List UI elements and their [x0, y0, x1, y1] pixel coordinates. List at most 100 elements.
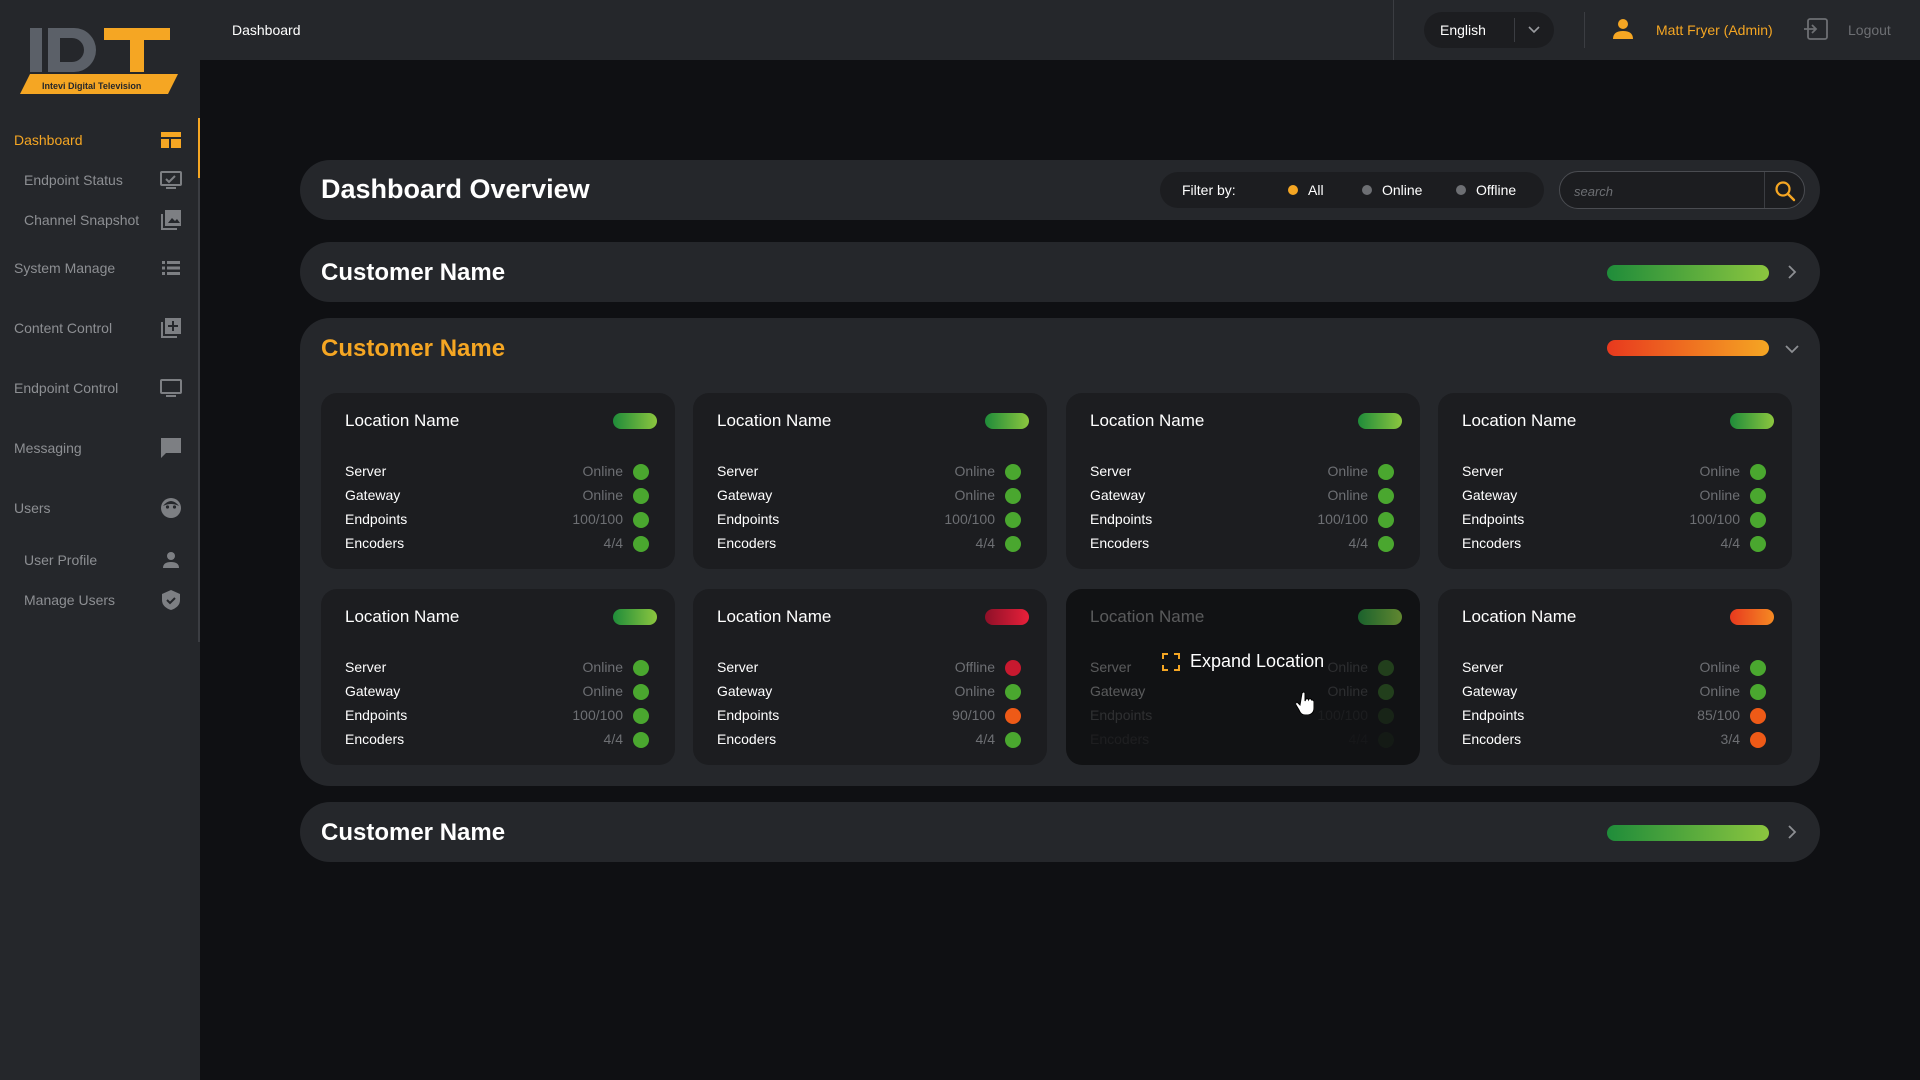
- status-dot: [1378, 660, 1394, 676]
- sidebar-item-users[interactable]: Users: [0, 490, 200, 526]
- location-status-pill: [1730, 413, 1774, 429]
- face-icon: [160, 497, 182, 519]
- location-name: Location Name: [1090, 411, 1205, 430]
- sidebar-item-endpoint-control[interactable]: Endpoint Control: [0, 370, 200, 406]
- location-status-pill: [1730, 609, 1774, 625]
- location-card-hovered[interactable]: Location Name Server Online Gateway Online…: [1066, 589, 1420, 765]
- status-dot: [1750, 536, 1766, 552]
- location-card[interactable]: Location Name Server Online Gateway Online…: [1438, 393, 1792, 569]
- row-label: Gateway: [717, 683, 773, 699]
- sidebar-item-dashboard[interactable]: Dashboard: [0, 118, 200, 178]
- row-value: 4/4: [1720, 535, 1740, 551]
- row-label: Gateway: [345, 487, 401, 503]
- row-label: Encoders: [345, 535, 405, 551]
- filter-option-label: Online: [1382, 182, 1423, 198]
- radio-dot: [1288, 185, 1298, 195]
- shield-check-icon: [160, 589, 182, 611]
- sidebar-item-label: Endpoint Control: [14, 380, 119, 396]
- location-name: Location Name: [1462, 411, 1577, 430]
- sidebar-item-label: System Manage: [14, 260, 116, 276]
- row-value: 4/4: [975, 731, 995, 747]
- filter-option-all[interactable]: All: [1288, 182, 1324, 198]
- page-title: Dashboard Overview: [321, 174, 590, 204]
- customer-expanded: Customer Name Location Name Server Online…: [300, 318, 1820, 786]
- sidebar-item-user-profile[interactable]: User Profile: [0, 542, 200, 578]
- location-status-pill: [1358, 609, 1402, 625]
- customer-name: Customer Name: [321, 259, 506, 286]
- row-label: Gateway: [717, 487, 773, 503]
- row-value: 4/4: [603, 535, 623, 551]
- location-row: Gateway Online: [345, 683, 657, 701]
- chevron-right-icon[interactable]: [1784, 823, 1800, 841]
- sidebar-item-manage-users[interactable]: Manage Users: [0, 582, 200, 618]
- customer-name[interactable]: Customer Name: [321, 335, 506, 362]
- sidebar-item-label: Users: [14, 500, 51, 516]
- row-label: Gateway: [1090, 487, 1146, 503]
- status-dot: [1378, 708, 1394, 724]
- status-dot: [1005, 684, 1021, 700]
- language-select[interactable]: English: [1424, 12, 1554, 48]
- row-label: Endpoints: [345, 707, 408, 723]
- status-dot: [1750, 660, 1766, 676]
- sidebar-item-endpoint-status[interactable]: Endpoint Status: [0, 162, 200, 198]
- user-name[interactable]: Matt Fryer (Admin): [1656, 22, 1773, 38]
- location-card[interactable]: Location Name Server Online Gateway Online…: [1066, 393, 1420, 569]
- location-row: Server Online: [1090, 659, 1402, 677]
- status-dot: [633, 732, 649, 748]
- row-label: Endpoints: [1090, 707, 1153, 723]
- row-value: 3/4: [1720, 731, 1740, 747]
- search-input[interactable]: [1574, 181, 1754, 201]
- sidebar-item-system-manage[interactable]: System Manage: [0, 250, 200, 286]
- row-label: Endpoints: [345, 511, 408, 527]
- location-row: Server Online: [345, 463, 657, 481]
- row-label: Endpoints: [1462, 511, 1525, 527]
- sidebar-item-channel-snapshot[interactable]: Channel Snapshot: [0, 202, 200, 238]
- row-value: 4/4: [1348, 731, 1368, 747]
- status-dot: [1750, 684, 1766, 700]
- idt-logo[interactable]: Intevi Digital Television: [20, 24, 180, 96]
- row-label: Server: [717, 463, 759, 479]
- hand-cursor-icon: [1296, 691, 1314, 715]
- location-row: Encoders 4/4: [717, 535, 1029, 553]
- status-dot: [1378, 536, 1394, 552]
- breadcrumb: Dashboard: [232, 22, 301, 38]
- row-value: 4/4: [603, 731, 623, 747]
- row-label: Gateway: [1462, 487, 1518, 503]
- row-value: Online: [1699, 487, 1740, 503]
- sidebar-item-content-control[interactable]: Content Control: [0, 310, 200, 346]
- row-label: Encoders: [1090, 535, 1150, 551]
- sidebar-item-label: Dashboard: [14, 132, 83, 148]
- filter-option-online[interactable]: Online: [1362, 182, 1422, 198]
- status-dot: [1750, 732, 1766, 748]
- location-card[interactable]: Location Name Server Online Gateway Online…: [321, 393, 675, 569]
- list-icon: [160, 257, 182, 279]
- filter-option-offline[interactable]: Offline: [1456, 182, 1516, 198]
- logout-icon[interactable]: [1804, 18, 1828, 40]
- location-card[interactable]: Location Name Server Online Gateway Online…: [321, 589, 675, 765]
- location-status-pill: [613, 609, 657, 625]
- chevron-right-icon[interactable]: [1784, 263, 1800, 281]
- location-card[interactable]: Location Name Server Offline Gateway Onlin…: [693, 589, 1047, 765]
- sidebar: Intevi Digital Television Dashboard Endp…: [0, 0, 200, 1080]
- logout-button[interactable]: Logout: [1848, 22, 1891, 38]
- monitor-check-icon: [160, 169, 182, 191]
- add-box-icon: [160, 317, 182, 339]
- status-dot: [1005, 536, 1021, 552]
- search-icon[interactable]: [1774, 180, 1796, 202]
- customer-row[interactable]: Customer Name: [300, 802, 1820, 862]
- row-value: Offline: [954, 659, 995, 675]
- row-value: 90/100: [952, 707, 995, 723]
- customer-row[interactable]: Customer Name: [300, 242, 1820, 302]
- expand-location-button[interactable]: Expand Location: [1162, 651, 1324, 672]
- row-value: Online: [1327, 463, 1368, 479]
- status-dot: [633, 536, 649, 552]
- divider: [1393, 0, 1394, 60]
- sidebar-item-messaging[interactable]: Messaging: [0, 430, 200, 466]
- location-row: Server Online: [1090, 463, 1402, 481]
- location-card[interactable]: Location Name Server Online Gateway Online…: [693, 393, 1047, 569]
- row-label: Encoders: [1090, 731, 1150, 747]
- status-dot: [1378, 512, 1394, 528]
- chevron-down-icon[interactable]: [1784, 340, 1800, 358]
- dashboard-overview-bar: Dashboard Overview Filter by: All Online…: [300, 160, 1820, 220]
- location-card[interactable]: Location Name Server Online Gateway Online…: [1438, 589, 1792, 765]
